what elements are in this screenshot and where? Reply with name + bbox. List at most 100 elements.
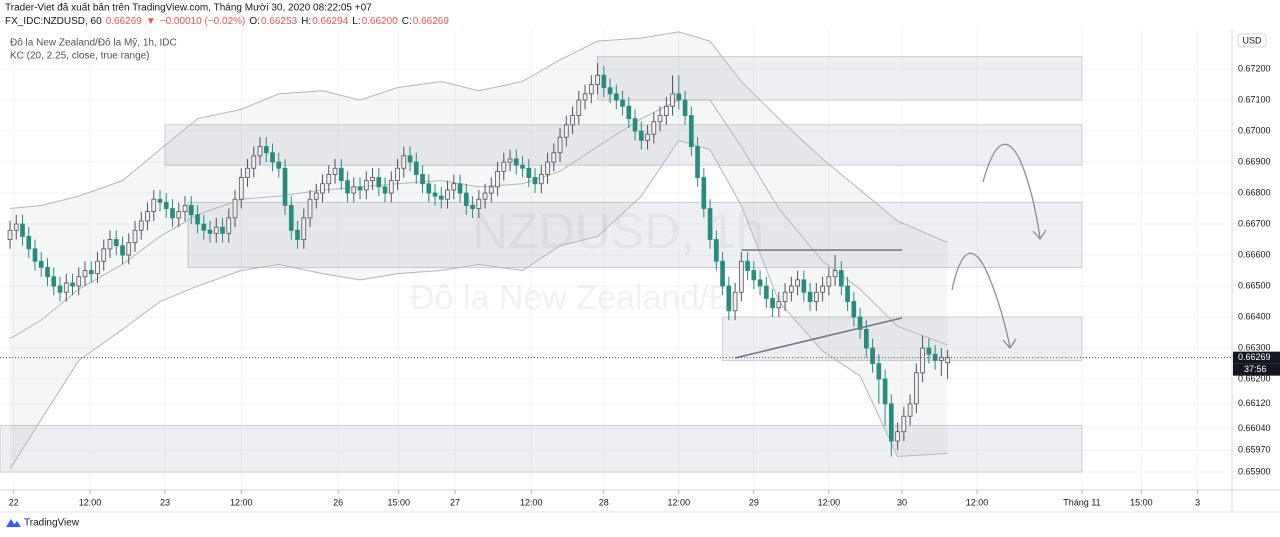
candle-body	[288, 205, 294, 231]
candle-body	[507, 158, 513, 163]
candle-body	[807, 291, 813, 302]
candle-body	[657, 115, 663, 123]
watermark: Đô la New Zealand/Đ	[410, 279, 733, 317]
candle-body	[563, 124, 569, 138]
candle-body	[7, 229, 13, 240]
x-tick-label: 29	[749, 497, 759, 507]
candle-body	[32, 248, 38, 262]
y-tick-label: 0.66500	[1238, 280, 1271, 290]
arrow	[951, 252, 1011, 348]
candle-body	[857, 316, 863, 330]
countdown-box	[1233, 363, 1280, 376]
x-tick-label: 12:00	[966, 497, 989, 507]
candle-body	[695, 146, 700, 178]
candle-body	[526, 167, 532, 178]
candle-body	[120, 245, 125, 256]
candle-body	[113, 239, 119, 247]
candle-body	[438, 195, 444, 200]
candle-body	[651, 121, 657, 135]
y-tick-label: 0.66700	[1238, 218, 1271, 228]
candle-body	[138, 220, 144, 231]
candle-body	[782, 291, 788, 302]
candle-body	[901, 415, 907, 433]
candle-body	[351, 186, 357, 194]
candle-body	[70, 282, 75, 287]
candle-body	[195, 214, 200, 225]
candle-body	[838, 270, 844, 287]
quote-part: ▼	[146, 16, 156, 27]
candle-body	[151, 198, 157, 213]
candle-body	[332, 167, 338, 175]
countdown: 37:56	[1244, 364, 1267, 374]
x-tick-label: 15:00	[1130, 497, 1153, 507]
y-tick-label: 0.66200	[1238, 373, 1271, 383]
currency-box[interactable]	[1237, 33, 1267, 48]
drawings	[951, 143, 1047, 350]
candle-body	[532, 177, 538, 185]
quote-part: 0.66269	[106, 16, 143, 27]
candle-body	[26, 236, 32, 250]
candle-body	[82, 270, 88, 278]
candle-body	[738, 260, 744, 293]
candle-body	[676, 93, 682, 101]
candle-body	[432, 192, 438, 197]
candle-body	[276, 161, 282, 169]
candle-body	[576, 99, 582, 116]
candle-body	[882, 378, 888, 405]
y-tick-label: 0.66600	[1238, 249, 1271, 259]
candle-body	[607, 87, 613, 95]
candle-body	[638, 130, 644, 141]
candle-body	[645, 133, 650, 141]
candle-body	[345, 180, 350, 194]
x-tick-label: 3	[1195, 497, 1200, 507]
candle-body	[257, 146, 263, 157]
candle-body	[170, 208, 175, 219]
candle-body	[588, 84, 594, 95]
kc-middle	[9, 99, 948, 346]
candle-body	[407, 155, 413, 163]
candle-body	[895, 431, 900, 442]
x-tick-label: 12:00	[818, 497, 841, 507]
candle-body	[720, 260, 725, 287]
candle-body	[820, 285, 825, 293]
y-tick-label: 0.67000	[1238, 125, 1271, 135]
candle-body	[63, 282, 69, 293]
candle-body	[295, 229, 300, 240]
y-tick-label: 0.66120	[1238, 398, 1271, 408]
candle-body	[226, 217, 232, 234]
candle-body	[207, 229, 213, 234]
x-tick-label: Tháng 11	[1063, 497, 1100, 507]
candle-body	[920, 347, 925, 374]
candle-body	[107, 239, 113, 250]
candle-body	[145, 211, 150, 222]
candle-body	[570, 115, 575, 126]
x-tick-label: 12:00	[230, 497, 253, 507]
candle-body	[551, 152, 557, 163]
candle-body	[420, 174, 425, 185]
candle-body	[613, 93, 619, 101]
quote-part: O:	[249, 16, 260, 27]
candle-body	[182, 205, 188, 213]
candle-body	[632, 118, 638, 132]
arrowhead	[1002, 338, 1017, 350]
candle-body	[813, 291, 819, 302]
candle-body	[413, 161, 419, 175]
candle-body	[726, 285, 732, 312]
candle-body	[582, 93, 588, 101]
candle-body	[776, 301, 782, 309]
zone	[722, 316, 1083, 361]
candle-body	[326, 174, 332, 185]
candle-body	[370, 177, 375, 182]
candle-body	[713, 239, 719, 262]
x-tick-label: 26	[333, 497, 343, 507]
candle-body	[945, 357, 950, 364]
candle-body	[557, 136, 563, 154]
candle-body	[626, 105, 632, 120]
candle-body	[307, 198, 313, 219]
y-tick-label: 0.67100	[1238, 94, 1271, 104]
y-tick-label: 0.66300	[1238, 342, 1271, 352]
currency[interactable]: USD	[1242, 35, 1262, 45]
y-tick-label: 0.66040	[1238, 423, 1271, 433]
candle-body	[76, 276, 82, 287]
candle-body	[57, 285, 63, 293]
